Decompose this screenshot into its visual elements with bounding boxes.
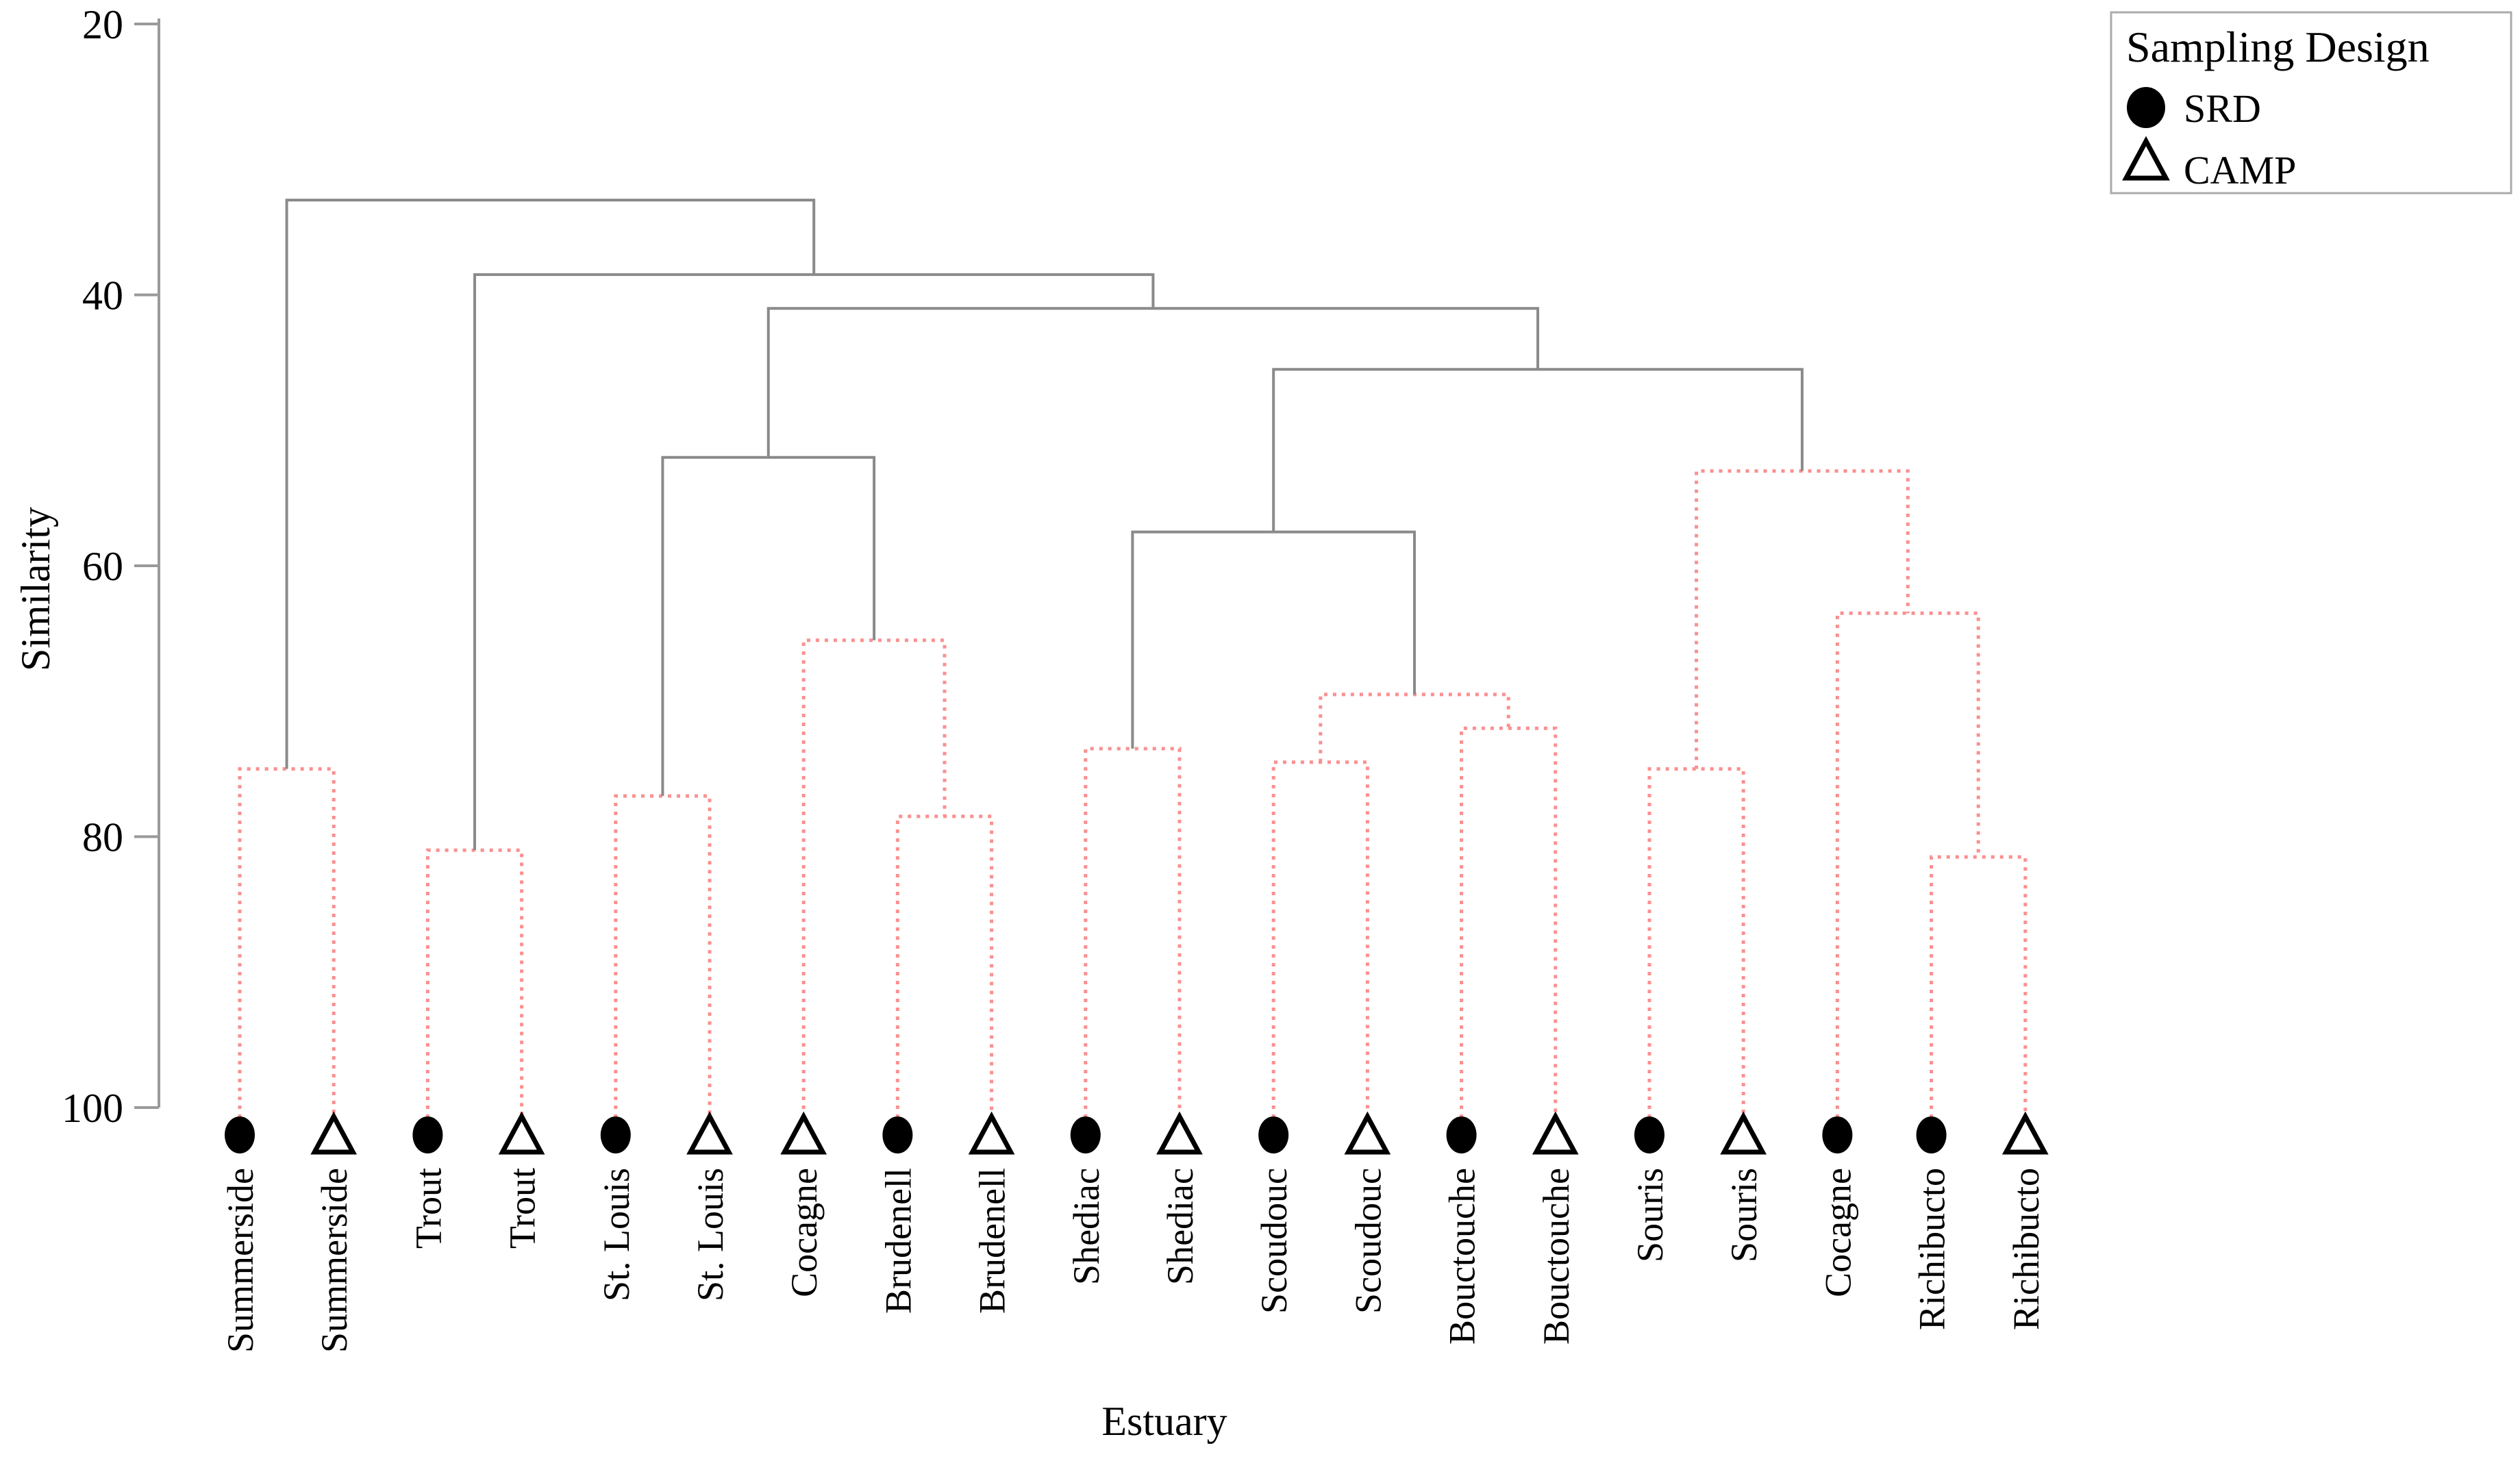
leaf-label: Summerside	[314, 1168, 355, 1353]
branch-not-significant	[1647, 767, 1745, 1118]
branch-not-significant	[895, 814, 994, 1118]
leaf-label: Bouctouche	[1536, 1168, 1577, 1345]
leaf-label: St. Louis	[596, 1168, 637, 1301]
legend-label-srd: SRD	[2184, 86, 2261, 131]
branch-significant	[1272, 368, 1804, 532]
leaf-label: Trout	[502, 1168, 543, 1249]
branch-not-significant	[1930, 855, 2028, 1118]
branch-not-significant	[1835, 611, 1980, 1118]
leaf-label: Brudenell	[972, 1168, 1013, 1314]
srd-circle-marker	[600, 1116, 631, 1153]
branch-significant	[661, 455, 876, 797]
branch-not-significant	[1271, 760, 1369, 1118]
y-tick-label: 60	[82, 544, 123, 589]
camp-triangle-marker	[686, 1111, 733, 1155]
branch-not-significant	[1695, 469, 1910, 769]
branch-significant	[285, 199, 816, 769]
srd-circle-marker	[225, 1116, 255, 1153]
leaf-label: Scoudouc	[1347, 1168, 1388, 1314]
branch-significant	[473, 273, 1155, 851]
srd-circle-marker	[412, 1116, 443, 1153]
branch-not-significant	[1460, 726, 1558, 1118]
camp-triangle-marker	[780, 1111, 827, 1155]
srd-circle-marker	[1258, 1116, 1289, 1153]
leaf-label: Cocagne	[784, 1168, 825, 1297]
leaf-label: Bouctouche	[1442, 1168, 1483, 1345]
leaf-label: St. Louis	[690, 1168, 731, 1301]
branch-significant	[1131, 530, 1416, 749]
leaf-label: Richibucto	[1912, 1168, 1953, 1330]
y-tick-label: 40	[82, 273, 123, 319]
branch-significant	[766, 307, 1540, 458]
leaf-label: Shediac	[1066, 1168, 1107, 1285]
leaf-label: Souris	[1723, 1168, 1764, 1262]
leaf-label: Souris	[1630, 1168, 1671, 1262]
y-axis: 20 40 60 80 100	[62, 2, 160, 1131]
camp-triangle-marker	[1344, 1111, 1391, 1155]
camp-triangle-marker	[2001, 1111, 2049, 1155]
srd-circle-marker	[882, 1116, 913, 1153]
srd-circle-marker	[1916, 1116, 1947, 1153]
leaf-label: Scoudouc	[1253, 1168, 1295, 1314]
leaf-markers	[225, 1111, 2049, 1155]
dendrogram-branches	[238, 199, 2028, 1118]
legend-srd-circle-icon	[2127, 87, 2165, 128]
legend: Sampling Design SRD CAMP	[2110, 11, 2512, 195]
camp-triangle-marker	[968, 1111, 1015, 1155]
leaf-label: Trout	[408, 1168, 449, 1249]
legend-label-camp: CAMP	[2184, 148, 2296, 192]
camp-triangle-marker	[498, 1111, 545, 1155]
branch-not-significant	[801, 638, 947, 1118]
leaf-label: Brudenell	[877, 1168, 919, 1314]
srd-circle-marker	[1070, 1116, 1101, 1153]
branch-not-significant	[1319, 692, 1510, 762]
leaf-label: Richibucto	[2006, 1168, 2047, 1330]
srd-circle-marker	[1446, 1116, 1477, 1153]
leaf-label: Cocagne	[1817, 1168, 1858, 1297]
branch-not-significant	[1084, 747, 1182, 1118]
y-tick-label: 100	[62, 1086, 123, 1131]
camp-triangle-marker	[1532, 1111, 1579, 1155]
legend-box	[2110, 11, 2512, 195]
y-tick-label: 80	[82, 815, 123, 860]
branch-not-significant	[614, 794, 712, 1118]
y-axis-title: Similarity	[13, 507, 58, 671]
camp-triangle-marker	[1156, 1111, 1203, 1155]
x-axis-title: Estuary	[1101, 1399, 1227, 1444]
camp-triangle-marker	[1720, 1111, 1767, 1155]
branch-not-significant	[238, 767, 336, 1118]
leaf-label: Shediac	[1160, 1168, 1201, 1285]
legend-title: Sampling Design	[2126, 23, 2430, 71]
y-tick-label: 20	[82, 2, 123, 47]
srd-circle-marker	[1822, 1116, 1853, 1153]
leaf-label: Summerside	[220, 1168, 261, 1353]
srd-circle-marker	[1634, 1116, 1664, 1153]
legend-camp-triangle-icon	[2122, 136, 2170, 181]
leaf-labels: Summerside Summerside Trout Trout St. Louis S…	[220, 1168, 2047, 1353]
camp-triangle-marker	[310, 1111, 358, 1155]
branch-not-significant	[425, 848, 524, 1118]
